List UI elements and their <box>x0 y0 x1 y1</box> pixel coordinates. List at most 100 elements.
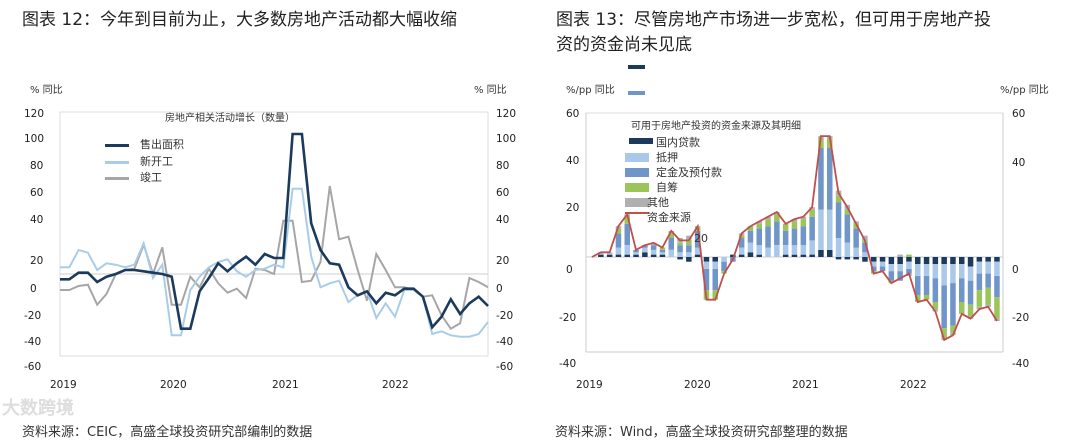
bar-segment-1 <box>800 245 807 255</box>
bar-segment-2 <box>976 273 983 291</box>
bar-segment-3 <box>686 240 692 246</box>
bar-segment-3 <box>782 223 789 231</box>
bar-segment-0 <box>730 254 736 257</box>
bar-segment-0 <box>827 249 833 257</box>
bar-segment-4 <box>791 219 798 222</box>
right-y2-tick: 0 <box>1012 264 1019 276</box>
bar-segment-1 <box>615 247 622 255</box>
bar-segment-1 <box>985 261 991 274</box>
bar-segment-0 <box>800 254 807 257</box>
bar-segment-3 <box>765 219 771 227</box>
left-x-tick: 2020 <box>160 379 187 391</box>
right-y-tick: 40 <box>566 155 580 167</box>
legend-label: 其他 <box>647 196 669 209</box>
right-x-tick: 2022 <box>900 379 927 391</box>
bar-segment-2 <box>994 276 1000 298</box>
right-y2-axis-label: %/pp 同比 <box>1000 85 1049 96</box>
bar-segment-2 <box>941 285 947 329</box>
bar-segment-0 <box>712 257 718 262</box>
right-legend-title: 可用于房地产投资的资金来源及其明细 <box>631 121 801 132</box>
bar-segment-0 <box>694 254 701 257</box>
left-y-tick: 100 <box>24 133 45 145</box>
bar-segment-0 <box>791 254 798 257</box>
bar-segment-0 <box>747 252 754 257</box>
right-y-tick: -20 <box>559 312 577 324</box>
bar-segment-1 <box>835 238 842 257</box>
bar-segment-1 <box>994 261 1000 276</box>
bar-segment-0 <box>598 254 604 257</box>
bar-segment-2 <box>721 261 727 272</box>
bar-segment-3 <box>809 209 815 217</box>
bar-segment-4 <box>765 216 771 220</box>
bar-segment-2 <box>959 278 965 302</box>
bar-segment-4 <box>985 304 991 307</box>
bar-segment-2 <box>633 249 639 253</box>
bar-segment-3 <box>615 228 622 234</box>
legend-label: 竣工 <box>140 171 162 184</box>
bar-segment-2 <box>774 221 780 246</box>
bar-segment-3 <box>668 233 674 238</box>
bar-segment-1 <box>650 249 657 255</box>
total-funding-line <box>591 135 998 342</box>
legend-label: 国内贷款 <box>656 136 700 149</box>
bar-segment-4 <box>976 306 983 310</box>
right-y-tick: 60 <box>566 108 580 120</box>
right-x-tick: 2021 <box>792 379 819 391</box>
right-chart-title-line1: 图表 13：尽管房地产市场进一步宽松，但可用于房地产投 <box>556 10 992 30</box>
bar-segment-1 <box>782 245 789 255</box>
bar-segment-2 <box>756 228 762 246</box>
bar-segment-2 <box>906 268 912 274</box>
bar-segment-0 <box>871 257 877 262</box>
bar-segment-0 <box>738 254 745 257</box>
bar-segment-0 <box>835 257 842 260</box>
legend-swatch-3 <box>625 183 649 192</box>
legend-swatch-line <box>625 212 649 214</box>
bar-segment-1 <box>897 264 903 272</box>
bar-segment-2 <box>915 276 921 295</box>
bar-segment-3 <box>923 294 930 300</box>
bar-segment-3 <box>853 223 859 229</box>
legend-label: 新开工 <box>140 154 173 168</box>
bar-segment-1 <box>668 249 674 257</box>
bar-segment-0 <box>879 257 886 262</box>
bar-segment-1 <box>923 264 930 276</box>
bar-segment-3 <box>747 226 754 231</box>
bar-segment-0 <box>915 257 921 265</box>
right-source-note: 资料来源：Wind，高盛全球投资研究部整理的数据 <box>555 425 848 440</box>
bar-segment-1 <box>976 261 983 274</box>
bar-segment-3 <box>950 325 956 333</box>
bar-segment-3 <box>915 294 921 302</box>
bar-segment-1 <box>694 247 701 255</box>
bar-segment-2 <box>738 238 745 248</box>
bar-segment-0 <box>633 254 639 257</box>
legend-swatch-1 <box>625 153 649 162</box>
left-y2-tick: 100 <box>496 133 517 145</box>
right-y2-tick: 60 <box>1012 108 1026 120</box>
bar-segment-3 <box>994 297 1000 319</box>
left-legend-title: 房地产相关活动增长（数量） <box>165 113 295 124</box>
bar-segment-3 <box>624 216 630 224</box>
bar-segment-4 <box>862 235 868 241</box>
left-x-tick: 2022 <box>382 379 409 391</box>
legend-swatch-4 <box>625 198 649 207</box>
bar-segment-1 <box>950 264 956 284</box>
bar-segment-1 <box>659 252 666 255</box>
bar-segment-0 <box>976 257 983 262</box>
right-y-tick: 0 <box>566 264 573 276</box>
bar-segment-0 <box>853 257 859 260</box>
bar-segment-2 <box>879 266 886 272</box>
bar-segment-0 <box>862 257 868 262</box>
bar-segment-3 <box>677 242 683 246</box>
bar-segment-3 <box>774 214 780 222</box>
bar-segment-3 <box>941 328 947 338</box>
right-x-tick: 2020 <box>684 379 711 391</box>
legend-swatch-0 <box>105 144 129 147</box>
bar-segment-1 <box>844 242 851 257</box>
bar-segment-3 <box>976 290 983 307</box>
bar-segment-2 <box>791 228 798 246</box>
bar-segment-4 <box>756 221 762 224</box>
bar-segment-1 <box>756 245 762 255</box>
bar-segment-2 <box>897 271 903 281</box>
bar-segment-0 <box>659 254 666 257</box>
